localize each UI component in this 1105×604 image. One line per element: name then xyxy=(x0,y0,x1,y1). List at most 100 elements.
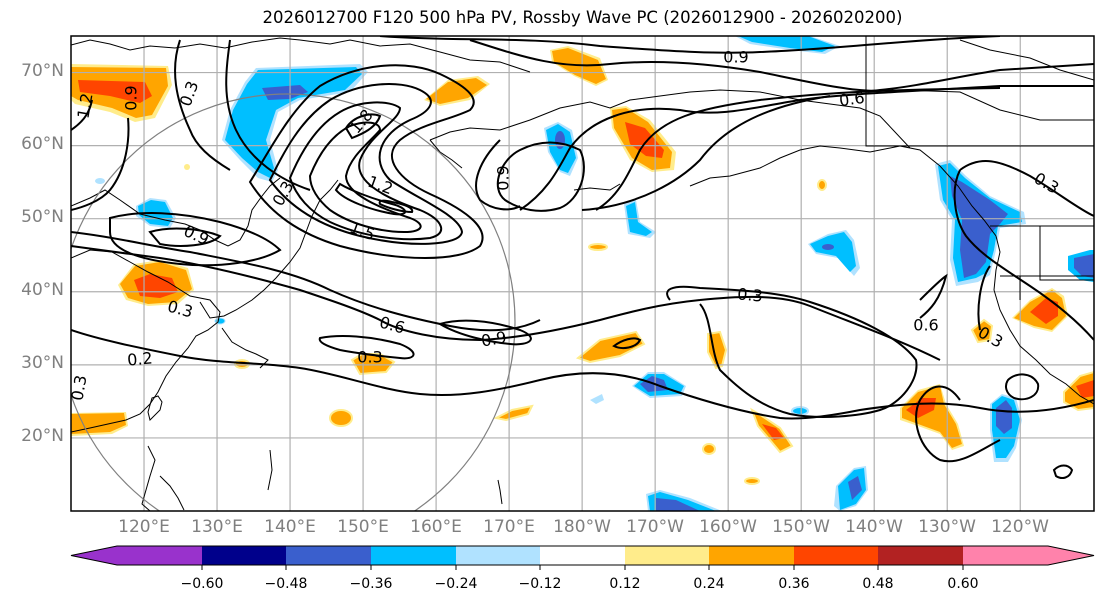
colorbar-tick-label: 0.24 xyxy=(693,576,725,592)
shaded-region xyxy=(810,232,856,272)
shaded-region xyxy=(822,244,834,250)
contour-line xyxy=(519,85,1094,211)
colorbar-segment xyxy=(286,546,371,565)
contour-line xyxy=(148,227,222,247)
contour-line xyxy=(437,319,532,346)
contour-line xyxy=(344,113,382,140)
contour-line xyxy=(666,285,918,418)
contour-line xyxy=(71,99,93,131)
shaded-region xyxy=(848,476,862,500)
colorbar-tick-label: −0.36 xyxy=(349,576,393,592)
shaded-region xyxy=(970,318,994,344)
contour-line xyxy=(308,121,422,234)
contour-label: 0.3 xyxy=(67,374,90,402)
lon-label: 130°W xyxy=(918,517,976,537)
colorbar-tick-label: 0.48 xyxy=(862,576,894,592)
contour-line xyxy=(71,245,701,342)
lon-label: 160°E xyxy=(410,517,462,537)
colorbar-tick-label: −0.12 xyxy=(518,576,562,592)
map-frame xyxy=(70,35,1095,512)
lon-label: 150°E xyxy=(337,517,389,537)
contour-label: 0.3 xyxy=(357,348,382,367)
shaded-region xyxy=(738,36,835,52)
contour-line xyxy=(475,139,521,211)
shaded-region xyxy=(184,164,190,170)
contour-line xyxy=(288,101,443,241)
shaded-region xyxy=(656,498,700,511)
contour-line xyxy=(318,335,415,360)
contour-line xyxy=(378,199,414,214)
contour-line xyxy=(71,231,541,332)
shaded-region xyxy=(625,122,664,158)
influence-circle xyxy=(71,93,516,511)
contour-line xyxy=(268,83,464,245)
coastlines xyxy=(71,36,1094,511)
contour-label: 0.9 xyxy=(723,48,748,67)
shaded-region xyxy=(590,394,604,404)
contour-line xyxy=(581,95,831,211)
contour-line xyxy=(71,117,130,211)
lat-label: 60°N xyxy=(21,134,64,154)
shaded-region xyxy=(426,78,487,104)
colorbar-outline xyxy=(70,545,1095,566)
pv-contours xyxy=(71,36,1094,479)
contour-line xyxy=(919,273,948,319)
colorbar-tick-label: −0.60 xyxy=(180,576,224,592)
contour-line xyxy=(915,385,1001,463)
contour-label: 0.9 xyxy=(122,85,141,110)
contour-line xyxy=(953,169,1094,341)
lon-label: 160°W xyxy=(699,517,757,537)
contour-line xyxy=(699,295,941,361)
colorbar-extend-min xyxy=(71,546,202,565)
colorbar-segment xyxy=(456,546,540,565)
shaded-region xyxy=(262,85,308,100)
contour-line xyxy=(248,64,484,259)
lat-label: 70°N xyxy=(21,61,64,81)
contour-line xyxy=(1005,373,1040,401)
colorbar-segment xyxy=(625,546,709,565)
contour-label: 1.2 xyxy=(73,92,96,120)
shaded-region xyxy=(78,80,152,103)
shaded-region xyxy=(1074,254,1094,278)
pv-anomaly-shading xyxy=(71,36,1094,511)
contour-label: 0.2 xyxy=(126,348,153,369)
contour-label: 0.9 xyxy=(480,327,508,350)
lat-label: 20°N xyxy=(21,426,64,446)
contour-line xyxy=(225,39,311,191)
contour-line xyxy=(595,87,1001,211)
shaded-region xyxy=(762,424,784,440)
contour-label: 0.3 xyxy=(737,284,764,305)
shaded-region xyxy=(555,131,565,149)
colorbar-tick-label: −0.48 xyxy=(264,576,308,592)
shaded-region xyxy=(744,477,760,485)
shaded-region xyxy=(817,179,827,191)
colorbar-segment xyxy=(202,546,286,565)
lon-label: 180°W xyxy=(553,517,611,537)
contour-line xyxy=(174,39,231,171)
colorbar-extend-max xyxy=(963,546,1094,565)
contour-line xyxy=(109,212,282,267)
shaded-region xyxy=(1030,298,1058,324)
colorbar-segment xyxy=(794,546,878,565)
shaded-region xyxy=(626,202,652,236)
contour-line xyxy=(379,36,1001,54)
colorbar-segment xyxy=(540,546,625,565)
chart-title: 2026012700 F120 500 hPa PV, Rossby Wave … xyxy=(262,8,903,27)
lon-label: 150°W xyxy=(772,517,830,537)
contour-line xyxy=(496,141,585,212)
colorbar xyxy=(70,545,1095,570)
colorbar-segment xyxy=(878,546,963,565)
contour-line xyxy=(469,39,1094,92)
contour-line xyxy=(977,265,991,331)
lon-label: 140°E xyxy=(264,517,316,537)
lon-label: 120°E xyxy=(118,517,170,537)
shaded-region xyxy=(996,400,1012,434)
colorbar-tick-label: 0.12 xyxy=(609,576,641,592)
lon-label: 120°W xyxy=(991,517,1049,537)
contour-label: 0.6 xyxy=(913,316,938,335)
contour-label: 0.9 xyxy=(494,165,513,190)
shaded-region xyxy=(225,67,362,178)
colorbar-segment xyxy=(709,546,794,565)
shaded-region xyxy=(1076,380,1094,398)
